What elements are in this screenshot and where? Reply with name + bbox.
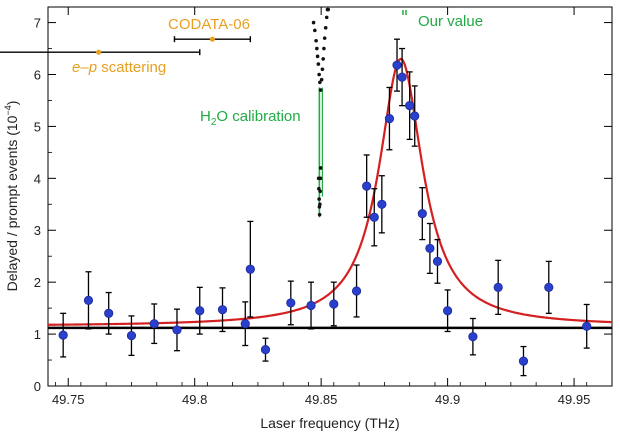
h2o-calibration-dot <box>318 80 322 85</box>
data-point <box>518 356 529 366</box>
codata-label: CODATA-06 <box>168 16 250 33</box>
h2o-calibration-dot <box>321 57 325 61</box>
h2o-calibration-dot <box>315 46 319 51</box>
data-point <box>392 60 402 70</box>
ep-label-e: e <box>72 59 80 76</box>
y-tick-label: 2 <box>34 275 41 290</box>
h2o-calibration-label: H2O calibration <box>200 108 301 128</box>
y-tick-label: 1 <box>34 327 41 342</box>
y-axis-label-close: ) <box>4 101 20 106</box>
h2o-calibration-dot <box>326 7 331 12</box>
ep-label-suffix: scattering <box>97 59 166 76</box>
h2o-label-rest: O calibration <box>216 108 300 125</box>
data-point <box>58 330 68 340</box>
chart-marks <box>0 7 613 377</box>
data-point <box>405 101 415 111</box>
data-point <box>83 295 94 305</box>
h2o-calibration-dot <box>318 166 323 170</box>
h2o-calibration-dot <box>319 77 324 82</box>
data-point <box>443 306 453 316</box>
data-point <box>104 308 114 318</box>
data-point <box>377 199 387 209</box>
data-point <box>217 305 228 315</box>
h2o-calibration-dot <box>324 15 329 20</box>
lorentzian-fit-curve <box>47 57 613 326</box>
y-tick-label: 7 <box>34 16 41 31</box>
data-point <box>195 306 205 316</box>
h2o-calibration-dot <box>318 202 322 207</box>
h2o-calibration-dot <box>315 54 320 59</box>
h2o-calibration-dot <box>318 88 323 92</box>
h2o-calibration-dot <box>317 212 322 217</box>
x-tick-label: 49.85 <box>305 392 338 407</box>
h2o-calibration-dot <box>314 38 318 43</box>
data-point <box>410 111 420 121</box>
h2o-calibration-dot <box>316 62 321 66</box>
y-tick-label: 3 <box>34 223 41 238</box>
x-axis-label: Laser frequency (THz) <box>260 415 399 431</box>
codata-point <box>209 36 215 42</box>
data-point <box>544 282 554 292</box>
y-tick-label: 4 <box>34 171 41 186</box>
data-point <box>369 212 379 222</box>
data-point <box>240 319 250 329</box>
h2o-calibration-dot <box>322 46 326 51</box>
x-tick-label: 49.75 <box>52 392 85 407</box>
y-axis-label: Delayed / prompt events (10−4) <box>3 101 20 292</box>
ep-label-dash: – <box>80 59 89 76</box>
data-point <box>286 298 296 308</box>
data-point <box>329 299 339 309</box>
h2o-calibration-dot <box>323 25 328 30</box>
y-tick-label: 5 <box>34 119 41 134</box>
data-point <box>417 209 427 219</box>
data-point <box>172 325 182 335</box>
data-point <box>493 282 503 292</box>
data-point <box>397 72 407 82</box>
data-point <box>432 256 443 266</box>
data-point <box>468 332 478 342</box>
ep-scattering-label: e–p scattering <box>72 59 166 76</box>
ep-label-p: p <box>88 59 97 76</box>
h2o-label-sub: 2 <box>211 117 217 128</box>
data-point <box>362 181 372 191</box>
x-tick-label: 49.95 <box>558 392 591 407</box>
h2o-calibration-dot <box>311 20 316 25</box>
data-point <box>425 243 435 254</box>
data-point <box>306 300 316 311</box>
y-axis-label-main: Delayed / prompt events (10 <box>4 115 20 291</box>
y-tick-label: 0 <box>34 379 41 394</box>
data-point <box>260 345 271 355</box>
x-tick-label: 49.8 <box>182 392 207 407</box>
plot-frame <box>47 6 613 387</box>
data-point <box>149 319 159 329</box>
data-point <box>351 286 362 296</box>
h2o-calibration-dot <box>317 72 321 77</box>
h2o-calibration-dot <box>322 36 327 40</box>
ep-scattering-point <box>95 49 102 55</box>
h2o-calibration-dot <box>318 189 322 194</box>
data-point <box>245 264 255 274</box>
data-point <box>126 331 137 341</box>
x-tick-label: 49.9 <box>435 392 460 407</box>
h2o-calibration-dot <box>320 67 325 72</box>
y-tick-label: 6 <box>34 67 41 82</box>
h2o-calibration-dot <box>317 197 321 201</box>
y-axis-label-exponent: −4 <box>3 105 13 115</box>
h2o-calibration-dot <box>318 176 323 181</box>
data-point <box>582 321 592 331</box>
h2o-label-h: H <box>200 108 211 125</box>
our-value-label: Our value <box>418 13 483 30</box>
h2o-calibration-dot <box>313 28 317 33</box>
axis-ticks: 49.75 49.8 49.85 49.9 49.95 0 1 2 3 4 5 6 7 <box>34 7 613 407</box>
data-point <box>384 114 395 124</box>
